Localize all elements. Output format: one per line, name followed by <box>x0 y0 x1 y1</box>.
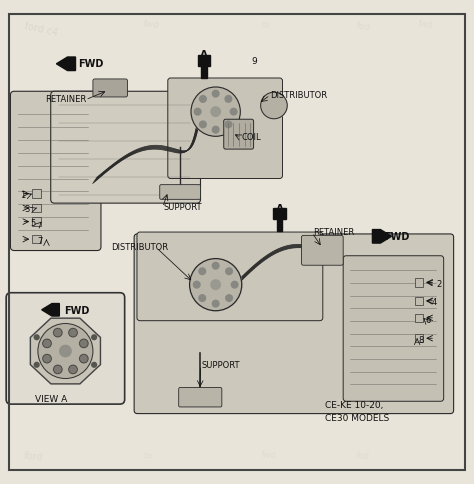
Text: ford: ford <box>24 451 44 462</box>
FancyBboxPatch shape <box>93 79 128 97</box>
Text: SUPPORT: SUPPORT <box>164 203 202 212</box>
FancyBboxPatch shape <box>160 184 201 199</box>
Polygon shape <box>56 57 75 71</box>
FancyBboxPatch shape <box>168 78 283 179</box>
Circle shape <box>200 96 206 102</box>
Circle shape <box>54 328 62 337</box>
FancyBboxPatch shape <box>51 91 201 203</box>
Bar <box>415 278 423 287</box>
FancyBboxPatch shape <box>6 293 125 404</box>
Bar <box>415 314 423 322</box>
Text: fod: fod <box>356 452 370 462</box>
Circle shape <box>54 365 62 374</box>
Circle shape <box>226 268 232 274</box>
Circle shape <box>225 96 232 102</box>
Circle shape <box>200 121 206 128</box>
Bar <box>415 297 423 305</box>
Text: fod: fod <box>356 22 371 33</box>
Text: fwd: fwd <box>261 450 277 460</box>
Circle shape <box>212 126 219 133</box>
Circle shape <box>226 295 232 302</box>
Bar <box>32 189 41 198</box>
Text: ce: ce <box>261 20 272 30</box>
FancyBboxPatch shape <box>301 235 343 265</box>
Circle shape <box>211 280 220 289</box>
Text: DISTRIBUTOR: DISTRIBUTOR <box>270 91 328 100</box>
Circle shape <box>211 107 220 116</box>
Circle shape <box>43 354 51 363</box>
Circle shape <box>38 323 93 378</box>
Text: A: A <box>200 50 208 60</box>
Circle shape <box>80 354 88 363</box>
Text: FWD: FWD <box>78 59 104 69</box>
Circle shape <box>34 363 39 367</box>
Polygon shape <box>273 208 286 230</box>
Text: 1: 1 <box>20 191 26 200</box>
FancyBboxPatch shape <box>134 234 454 414</box>
Text: VIEW A: VIEW A <box>35 395 67 404</box>
Text: COIL: COIL <box>242 133 261 142</box>
Text: A: A <box>276 204 283 214</box>
Circle shape <box>80 339 88 348</box>
FancyBboxPatch shape <box>179 388 222 407</box>
Text: fwd: fwd <box>417 19 433 30</box>
Text: RETAINER: RETAINER <box>45 95 86 104</box>
Text: FWD: FWD <box>64 306 90 316</box>
Circle shape <box>199 268 206 274</box>
Polygon shape <box>198 55 210 77</box>
Circle shape <box>69 365 77 374</box>
Circle shape <box>261 92 287 119</box>
Text: 9: 9 <box>251 58 257 66</box>
Circle shape <box>231 281 238 288</box>
Circle shape <box>34 335 39 340</box>
FancyBboxPatch shape <box>224 119 254 149</box>
Text: SUPPORT: SUPPORT <box>201 361 240 370</box>
Text: 6: 6 <box>426 316 431 325</box>
FancyBboxPatch shape <box>10 91 101 251</box>
Text: fwd: fwd <box>142 19 160 30</box>
Text: FWD: FWD <box>384 232 410 242</box>
Text: 3: 3 <box>25 205 30 214</box>
Circle shape <box>92 335 97 340</box>
Circle shape <box>225 121 232 128</box>
Circle shape <box>43 339 51 348</box>
Circle shape <box>190 258 242 311</box>
Circle shape <box>69 328 77 337</box>
Circle shape <box>92 363 97 367</box>
Circle shape <box>193 281 200 288</box>
Circle shape <box>212 300 219 307</box>
FancyBboxPatch shape <box>343 256 444 401</box>
Text: RETAINER: RETAINER <box>313 228 354 237</box>
Text: CE30 MODELS: CE30 MODELS <box>325 414 389 423</box>
Polygon shape <box>373 229 392 243</box>
Circle shape <box>194 108 201 115</box>
Circle shape <box>191 87 240 136</box>
Text: 8: 8 <box>418 335 423 345</box>
Polygon shape <box>30 318 100 384</box>
Text: CE-KE 10-20,: CE-KE 10-20, <box>325 401 383 410</box>
Bar <box>415 334 423 343</box>
Polygon shape <box>42 303 59 316</box>
Text: ford c4: ford c4 <box>24 22 59 38</box>
Bar <box>32 204 41 212</box>
Circle shape <box>60 345 71 357</box>
Circle shape <box>212 91 219 97</box>
Text: DISTRIBUTOR: DISTRIBUTOR <box>111 243 169 252</box>
Bar <box>32 217 41 226</box>
Text: ce: ce <box>142 452 153 461</box>
Bar <box>32 235 41 243</box>
Text: 2: 2 <box>436 280 441 289</box>
Text: 5: 5 <box>31 219 36 228</box>
Text: 4: 4 <box>431 298 437 307</box>
Text: 7: 7 <box>37 237 42 245</box>
Circle shape <box>230 108 237 115</box>
FancyBboxPatch shape <box>137 232 323 321</box>
Circle shape <box>199 295 206 302</box>
Circle shape <box>212 262 219 269</box>
